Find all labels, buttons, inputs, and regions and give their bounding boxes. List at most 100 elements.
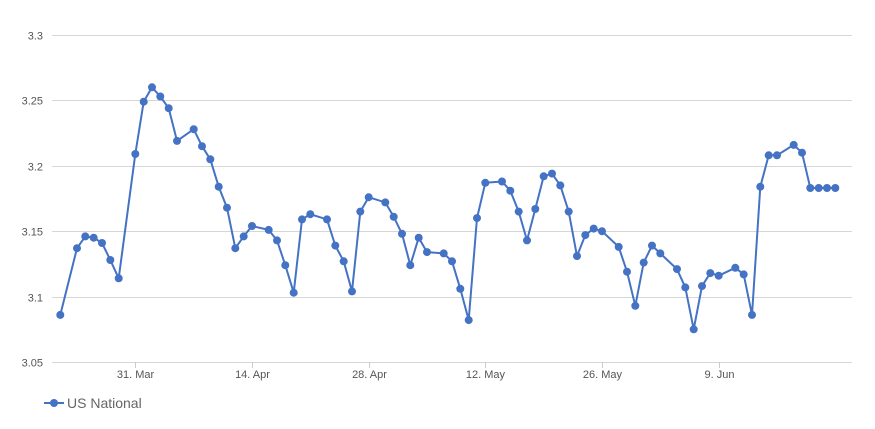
data-point[interactable] (531, 205, 540, 213)
data-point[interactable] (556, 181, 565, 190)
data-point[interactable] (689, 325, 698, 334)
data-point[interactable] (198, 142, 206, 151)
data-point[interactable] (731, 263, 740, 272)
data-point[interactable] (156, 92, 165, 101)
data-point[interactable] (114, 274, 123, 283)
series-line-us-national (59, 86, 836, 331)
data-point[interactable] (231, 244, 240, 253)
data-point[interactable] (306, 210, 315, 219)
data-point[interactable] (473, 214, 481, 223)
data-point[interactable] (348, 287, 356, 296)
data-point[interactable] (423, 248, 431, 257)
data-point[interactable] (614, 242, 623, 251)
data-point[interactable] (148, 83, 156, 92)
x-tick-label: 31. Mar (117, 369, 155, 381)
data-point[interactable] (98, 239, 106, 247)
data-point[interactable] (264, 225, 273, 234)
data-point[interactable] (631, 301, 640, 310)
data-point[interactable] (273, 236, 281, 245)
legend[interactable]: US National (44, 395, 142, 411)
data-point[interactable] (248, 222, 256, 230)
data-point[interactable] (398, 229, 406, 238)
data-point[interactable] (598, 227, 606, 236)
data-point[interactable] (589, 224, 598, 233)
data-point[interactable] (814, 184, 823, 192)
data-point[interactable] (581, 231, 590, 240)
x-tick-label: 9. Jun (705, 369, 735, 381)
y-tick-label: 3.15 (22, 227, 43, 239)
data-point[interactable] (173, 136, 181, 145)
data-point[interactable] (414, 233, 423, 242)
y-axis-ticks: 3.05 3.1 3.15 3.2 3.25 3.3 (22, 31, 43, 370)
data-point[interactable] (139, 97, 148, 106)
data-point[interactable] (756, 182, 765, 191)
data-point[interactable] (464, 316, 473, 325)
data-point[interactable] (164, 104, 173, 113)
x-tick-label: 28. Apr (352, 369, 387, 381)
data-point[interactable] (514, 207, 523, 216)
data-point[interactable] (406, 261, 415, 270)
data-point[interactable] (798, 148, 806, 157)
data-point[interactable] (439, 249, 448, 258)
data-point[interactable] (223, 203, 231, 212)
data-point[interactable] (806, 184, 815, 192)
y-tick-label: 3.3 (28, 31, 43, 43)
data-point[interactable] (81, 232, 90, 241)
data-point[interactable] (73, 244, 81, 253)
data-point[interactable] (748, 310, 756, 319)
data-point[interactable] (289, 288, 298, 297)
data-point[interactable] (448, 257, 456, 266)
data-point[interactable] (339, 257, 348, 266)
data-point[interactable] (56, 310, 65, 319)
data-point[interactable] (564, 207, 573, 216)
series-layer (56, 83, 840, 334)
data-point[interactable] (456, 284, 465, 293)
data-point[interactable] (548, 169, 556, 178)
data-point[interactable] (131, 150, 140, 158)
data-point[interactable] (364, 193, 373, 202)
data-point[interactable] (673, 265, 681, 274)
data-point[interactable] (698, 282, 706, 291)
data-point[interactable] (356, 207, 365, 216)
legend-label-us-national[interactable]: US National (67, 395, 142, 411)
data-point[interactable] (523, 236, 531, 245)
data-point[interactable] (739, 270, 748, 279)
x-tick-label: 26. May (583, 369, 623, 381)
data-point[interactable] (239, 232, 248, 241)
data-point[interactable] (539, 172, 548, 181)
data-point[interactable] (831, 184, 840, 192)
data-point[interactable] (106, 256, 115, 264)
data-point[interactable] (714, 271, 723, 280)
data-point[interactable] (298, 215, 306, 224)
data-point[interactable] (206, 155, 215, 164)
data-point[interactable] (656, 249, 665, 258)
data-point[interactable] (389, 212, 398, 221)
data-point[interactable] (623, 267, 631, 276)
data-point[interactable] (773, 151, 781, 160)
x-tick-label: 12. May (466, 369, 506, 381)
gridlines (52, 35, 852, 363)
data-point[interactable] (648, 241, 656, 250)
data-point[interactable] (823, 184, 831, 192)
data-point[interactable] (381, 198, 390, 207)
data-point[interactable] (481, 178, 490, 187)
data-point[interactable] (498, 177, 506, 186)
data-point[interactable] (506, 186, 515, 195)
data-point[interactable] (331, 241, 340, 250)
data-point[interactable] (573, 252, 581, 261)
x-tick-label: 14. Apr (235, 369, 270, 381)
data-point[interactable] (323, 215, 331, 224)
data-point[interactable] (764, 151, 773, 160)
data-point[interactable] (639, 258, 648, 267)
x-axis-ticks: 31. Mar 14. Apr 28. Apr 12. May 26. May 9. Ju… (117, 362, 735, 381)
y-tick-label: 3.2 (28, 162, 43, 174)
data-point[interactable] (789, 140, 798, 149)
data-point[interactable] (89, 233, 98, 242)
data-point[interactable] (189, 125, 198, 134)
data-point[interactable] (281, 261, 290, 270)
data-point[interactable] (706, 269, 715, 278)
data-point[interactable] (681, 283, 690, 292)
data-point[interactable] (214, 182, 223, 191)
